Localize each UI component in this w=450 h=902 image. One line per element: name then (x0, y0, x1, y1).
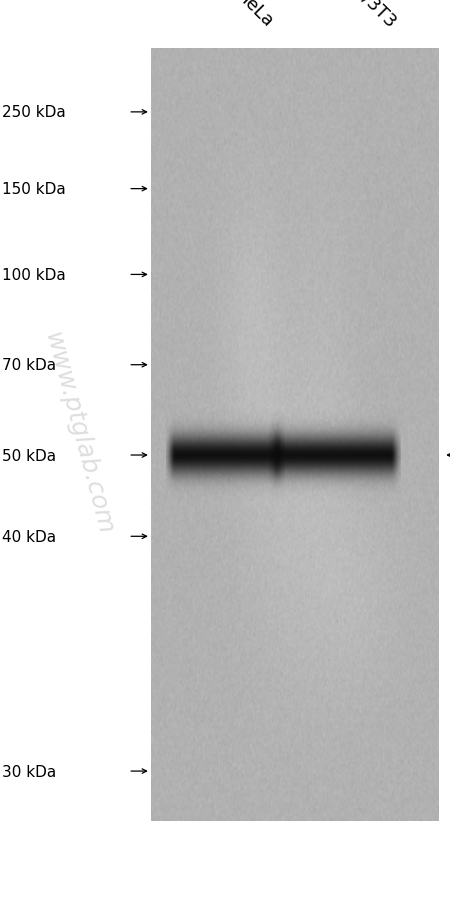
Text: HeLa: HeLa (232, 0, 277, 32)
Text: 70 kDa: 70 kDa (2, 358, 56, 373)
Text: 100 kDa: 100 kDa (2, 268, 66, 282)
Text: NIH/3T3: NIH/3T3 (335, 0, 399, 32)
Text: 150 kDa: 150 kDa (2, 182, 66, 197)
Text: 40 kDa: 40 kDa (2, 529, 56, 544)
Text: 50 kDa: 50 kDa (2, 448, 56, 463)
Text: www.ptglab.com: www.ptglab.com (40, 329, 117, 537)
Text: 30 kDa: 30 kDa (2, 764, 57, 778)
Text: 250 kDa: 250 kDa (2, 106, 66, 120)
